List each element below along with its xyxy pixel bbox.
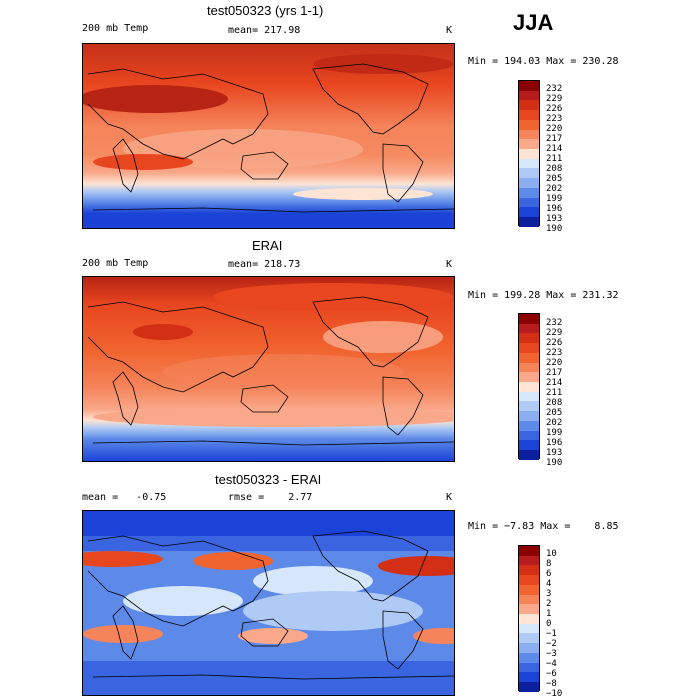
colorbar-tick-label: 208 [546, 398, 563, 408]
colorbar-tick-label: 3 [546, 589, 552, 599]
panel1-coastlines [87, 63, 454, 213]
colorbar-tick-label: 220 [546, 358, 563, 368]
panel2-colorbar-labels: 232 229 226 223 220 217 214 211 208 205 … [546, 318, 562, 468]
colorbar-tick-label: 1 [546, 609, 552, 619]
panel1-warm-band [83, 85, 228, 113]
colorbar-tick-label: 220 [546, 124, 563, 134]
colorbar-tick-label: 217 [546, 134, 563, 144]
panel3-units-label: K [446, 492, 453, 503]
colorbar-tick-label: 208 [546, 164, 563, 174]
panel1-mean-label: mean= 217.98 [228, 25, 301, 36]
panel2-field-label: 200 mb Temp [82, 258, 149, 269]
panel3-warm-anomaly [83, 551, 163, 567]
panel3-colorbar-labels: 10 8 6 4 3 2 1 0 −1 −2 −3 −4 −6 −8 −10 [546, 549, 562, 699]
colorbar-tick-label: 214 [546, 144, 563, 154]
panel3-coastlines [87, 530, 454, 680]
panel2-units-label: K [446, 259, 453, 270]
colorbar-tick-label: 223 [546, 348, 563, 358]
colorbar-tick-label: 4 [546, 579, 552, 589]
colorbar-tick-label: −6 [546, 669, 557, 679]
panel3-map [82, 510, 455, 696]
colorbar-tick-label: 196 [546, 204, 563, 214]
colorbar-tick-label: −8 [546, 679, 557, 689]
panel3-rmse-label: rmse = 2.77 [228, 492, 313, 503]
panel3-minmax-label: Min = −7.83 Max = 8.85 [468, 521, 619, 532]
colorbar-tick-label: 8 [546, 559, 552, 569]
panel1-units-label: K [446, 25, 453, 36]
colorbar-tick-label: 229 [546, 94, 563, 104]
colorbar-tick-label: 6 [546, 569, 552, 579]
colorbar-tick-label: 196 [546, 438, 563, 448]
colorbar-tick-label: −1 [546, 629, 557, 639]
panel1-map [82, 43, 455, 229]
panel1-field-label: 200 mb Temp [82, 23, 149, 34]
colorbar-tick-label: 10 [546, 549, 557, 559]
colorbar-tick-label: 2 [546, 599, 552, 609]
colorbar-tick-label: 202 [546, 184, 563, 194]
panel3-colorbar [518, 545, 540, 692]
colorbar-tick-label: 205 [546, 174, 563, 184]
colorbar-tick-label: 0 [546, 619, 552, 629]
panel2-coastlines [87, 296, 454, 446]
panel3-mean-label: mean = -0.75 [82, 492, 167, 503]
panel1-title: test050323 (yrs 1-1) [207, 3, 324, 18]
colorbar-tick-label: 232 [546, 318, 563, 328]
panel2-colorbar [518, 313, 540, 460]
colorbar-tick-label: −2 [546, 639, 557, 649]
panel1-colorbar [518, 80, 540, 227]
colorbar-tick-label: 226 [546, 104, 563, 114]
colorbar-tick-label: 199 [546, 428, 563, 438]
colorbar-tick-label: 202 [546, 418, 563, 428]
colorbar-tick-label: 193 [546, 448, 563, 458]
colorbar-tick-label: 199 [546, 194, 563, 204]
panel2-mean-label: mean= 218.73 [228, 259, 301, 270]
panel1-colorbar-labels: 232 229 226 223 220 217 214 211 208 205 … [546, 84, 562, 234]
colorbar-tick-label: 226 [546, 338, 563, 348]
colorbar-tick-label: 190 [546, 458, 563, 468]
colorbar-tick-label: 217 [546, 368, 563, 378]
colorbar-tick-label: 205 [546, 408, 563, 418]
panel2-map [82, 276, 455, 462]
colorbar-tick-label: 211 [546, 388, 563, 398]
colorbar-tick-label: 193 [546, 214, 563, 224]
colorbar-tick-label: 232 [546, 84, 563, 94]
season-label: JJA [513, 10, 554, 35]
colorbar-tick-label: −4 [546, 659, 557, 669]
colorbar-tick-label: 211 [546, 154, 563, 164]
panel3-title: test050323 - ERAI [215, 472, 322, 487]
panel2-title: ERAI [252, 238, 283, 253]
colorbar-tick-label: 214 [546, 378, 563, 388]
panel2-minmax-label: Min = 199.28 Max = 231.32 [468, 290, 619, 301]
colorbar-tick-label: 190 [546, 224, 563, 234]
colorbar-tick-label: −10 [546, 689, 563, 699]
panel1-minmax-label: Min = 194.03 Max = 230.28 [468, 56, 619, 67]
colorbar-tick-label: −3 [546, 649, 557, 659]
colorbar-tick-label: 229 [546, 328, 563, 338]
colorbar-tick-label: 223 [546, 114, 563, 124]
